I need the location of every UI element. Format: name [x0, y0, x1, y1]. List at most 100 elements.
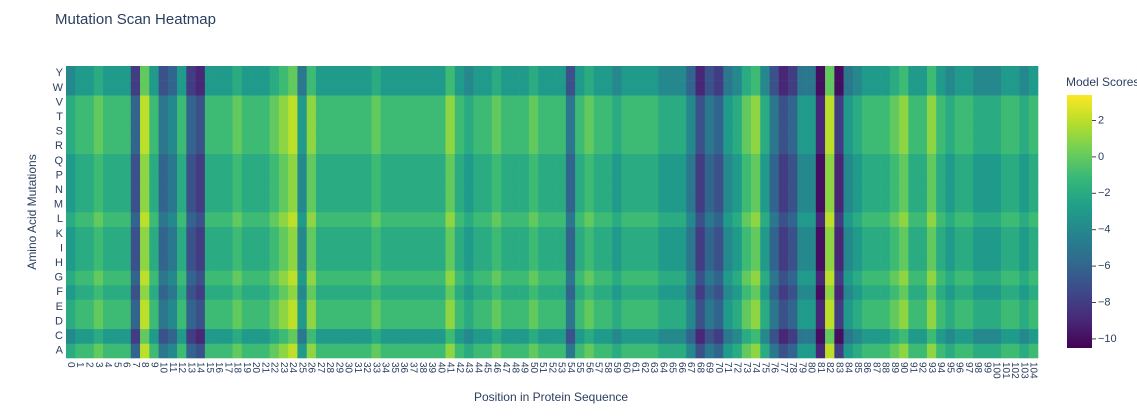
heatmap-cell	[908, 226, 918, 242]
heatmap-cell	[528, 241, 539, 257]
heatmap-cell	[390, 299, 400, 315]
heatmap-cell	[649, 95, 659, 111]
heatmap-cell	[565, 270, 576, 286]
heatmap-cell	[186, 226, 196, 242]
heatmap-cell	[204, 182, 215, 198]
heatmap-cell	[491, 328, 502, 344]
heatmap-cell	[612, 139, 622, 154]
heatmap-cell	[686, 197, 696, 213]
heatmap-cell	[491, 270, 502, 286]
heatmap-cell	[815, 168, 826, 184]
heatmap-cell	[991, 285, 1002, 300]
heatmap-cell	[177, 109, 187, 125]
heatmap-cell	[519, 153, 530, 169]
heatmap-cell	[149, 197, 159, 213]
heatmap-cell	[889, 241, 900, 257]
heatmap-cell	[528, 212, 539, 227]
heatmap-cell	[140, 124, 150, 140]
heatmap-cell	[1028, 182, 1039, 198]
heatmap-cell	[362, 285, 372, 300]
heatmap-cell	[251, 343, 261, 359]
heatmap-cell	[251, 212, 261, 227]
heatmap-cell	[788, 226, 798, 242]
heatmap-cell	[269, 182, 280, 198]
heatmap-cell	[862, 255, 872, 271]
heatmap-cell	[519, 197, 530, 213]
heatmap-cell	[491, 153, 502, 169]
heatmap-cell	[556, 153, 567, 169]
heatmap-cell	[991, 139, 1002, 154]
heatmap-cell	[93, 328, 104, 344]
heatmap-cell	[639, 343, 650, 359]
heatmap-cell	[445, 182, 456, 198]
heatmap-cell	[797, 139, 807, 154]
heatmap-cell	[686, 66, 696, 81]
heatmap-cell	[630, 153, 641, 169]
heatmap-cell	[686, 168, 696, 184]
heatmap-cell	[325, 314, 335, 330]
heatmap-cell	[149, 124, 159, 140]
heatmap-cell	[427, 197, 437, 213]
heatmap-cell	[241, 255, 252, 271]
heatmap-cell	[1019, 153, 1030, 169]
heatmap-cell	[380, 139, 391, 154]
heatmap-cell	[399, 212, 409, 227]
heatmap-cell	[223, 80, 233, 96]
heatmap-cell	[769, 197, 780, 213]
heatmap-cell	[667, 197, 678, 213]
heatmap-cell	[390, 314, 400, 330]
heatmap-cell	[1028, 168, 1039, 184]
heatmap-cell	[630, 299, 641, 315]
heatmap-cell	[251, 139, 261, 154]
heatmap-cell	[306, 66, 317, 81]
heatmap-cell	[788, 299, 798, 315]
heatmap-cell	[186, 124, 196, 140]
heatmap-cell	[1000, 255, 1011, 271]
heatmap-cell	[501, 314, 511, 330]
heatmap-cell	[195, 285, 206, 300]
heatmap-cell	[649, 299, 659, 315]
heatmap-cell	[760, 328, 770, 344]
heatmap-cell	[177, 182, 187, 198]
heatmap-cell	[788, 139, 798, 154]
heatmap-cell	[408, 328, 419, 344]
heatmap-cell	[380, 168, 391, 184]
heatmap-cell	[112, 328, 122, 344]
heatmap-cell	[658, 124, 669, 140]
heatmap-cell	[825, 241, 835, 257]
heatmap-cell	[241, 197, 252, 213]
heatmap-cell	[723, 66, 733, 81]
heatmap-cell	[371, 80, 382, 96]
heatmap-cell	[399, 95, 409, 111]
heatmap-cell	[695, 299, 706, 315]
heatmap-cell	[843, 241, 854, 257]
heatmap-cell	[241, 285, 252, 300]
heatmap-cell	[917, 109, 928, 125]
heatmap-cell	[880, 153, 891, 169]
heatmap-cell	[565, 241, 576, 257]
y-tick-label: T	[56, 111, 63, 123]
heatmap-cell	[741, 226, 752, 242]
heatmap-cell	[806, 328, 817, 344]
heatmap-cell	[112, 343, 122, 359]
heatmap-cell	[278, 270, 289, 286]
heatmap-cell	[399, 124, 409, 140]
heatmap-cell	[565, 285, 576, 300]
heatmap-cell	[612, 182, 622, 198]
heatmap-cell	[501, 226, 511, 242]
heatmap-cell	[704, 314, 715, 330]
heatmap-cell	[658, 168, 669, 184]
heatmap-cell	[862, 343, 872, 359]
heatmap-cell	[538, 328, 548, 344]
heatmap-cell	[686, 212, 696, 227]
heatmap-cell	[1028, 343, 1039, 359]
heatmap-cell	[260, 182, 270, 198]
heatmap-cell	[260, 153, 270, 169]
heatmap-cell	[84, 255, 95, 271]
heatmap-cell	[686, 255, 696, 271]
heatmap-cell	[380, 343, 391, 359]
heatmap-cell	[241, 241, 252, 257]
heatmap-cell	[408, 168, 419, 184]
heatmap-cell	[288, 285, 298, 300]
heatmap-cell	[899, 212, 909, 227]
